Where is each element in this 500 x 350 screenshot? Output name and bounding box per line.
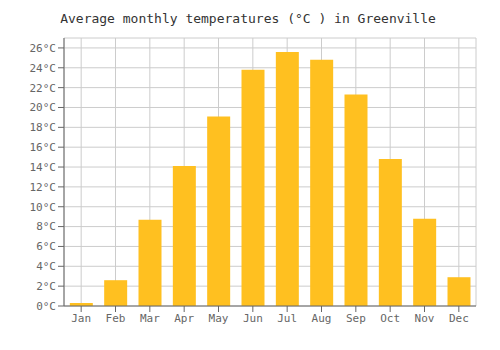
svg-text:4°C: 4°C [36, 260, 56, 273]
svg-text:12°C: 12°C [30, 181, 57, 194]
svg-text:May: May [209, 312, 229, 325]
svg-text:Jul: Jul [277, 312, 297, 325]
svg-text:14°C: 14°C [30, 161, 57, 174]
svg-text:18°C: 18°C [30, 121, 57, 134]
svg-text:Feb: Feb [106, 312, 126, 325]
svg-text:Sep: Sep [346, 312, 366, 325]
svg-text:2°C: 2°C [36, 280, 56, 293]
svg-text:8°C: 8°C [36, 220, 56, 233]
svg-text:Oct: Oct [380, 312, 400, 325]
svg-text:Nov: Nov [415, 312, 435, 325]
html-text:Average monthly temperatures (: Average monthly temperatures (°C ) in Gr… [60, 11, 436, 26]
svg-text:26°C: 26°C [30, 42, 57, 55]
svg-text:Mar: Mar [140, 312, 160, 325]
svg-text:Aug: Aug [312, 312, 332, 325]
svg-text:16°C: 16°C [30, 141, 57, 154]
svg-text:0°C: 0°C [36, 300, 56, 313]
svg-text:Apr: Apr [174, 312, 194, 325]
svg-text:20°C: 20°C [30, 101, 57, 114]
svg-text:Jun: Jun [243, 312, 263, 325]
svg-text:24°C: 24°C [30, 62, 57, 75]
svg-text:22°C: 22°C [30, 82, 57, 95]
svg-text:6°C: 6°C [36, 240, 56, 253]
svg-text:Jan: Jan [71, 312, 91, 325]
svg-text:10°C: 10°C [30, 201, 57, 214]
svg-text:Dec: Dec [449, 312, 469, 325]
